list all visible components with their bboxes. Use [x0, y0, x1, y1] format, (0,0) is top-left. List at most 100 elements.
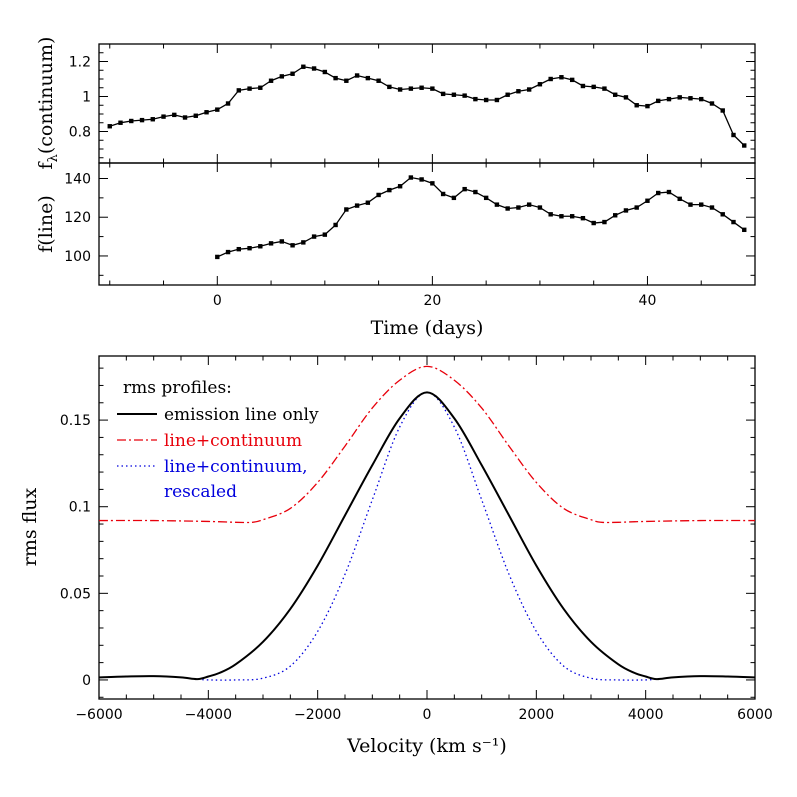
line-ylabel: f(line)	[35, 195, 57, 253]
rms-curve-line-continuum	[98, 365, 756, 524]
legend-label-line-continuum: line+continuum	[164, 431, 302, 451]
legend-title: rms profiles:	[123, 378, 232, 398]
continuum-point	[333, 75, 338, 81]
line-point	[602, 219, 607, 225]
continuum-point	[118, 120, 123, 125]
continuum-point	[483, 97, 489, 103]
rms-curve-emission-line	[98, 391, 756, 681]
legend-label-emission-line: emission line only	[164, 405, 319, 425]
line-point	[387, 187, 392, 193]
continuum-point	[731, 132, 736, 138]
continuum-point	[247, 86, 252, 91]
continuum-point	[172, 112, 177, 118]
continuum-point	[150, 117, 155, 122]
continuum-point	[236, 88, 242, 93]
continuum-point	[688, 96, 693, 101]
line-point	[440, 191, 446, 197]
line-point	[430, 181, 435, 186]
continuum-point	[258, 85, 263, 90]
rms-xtick-label: −6000	[75, 707, 122, 723]
line-point	[397, 184, 403, 189]
continuum-point	[290, 71, 295, 76]
line-xtick-label: 0	[213, 293, 222, 309]
line-point	[344, 207, 349, 212]
line-ytick-label: 100	[64, 249, 91, 265]
continuum-point	[430, 86, 435, 91]
continuum-point	[451, 92, 457, 97]
continuum-frame	[98, 43, 756, 164]
line-point	[634, 205, 639, 210]
continuum-point	[161, 114, 166, 119]
continuum-point	[182, 115, 188, 120]
rms-xtick-label: −4000	[185, 707, 232, 723]
continuum-point	[505, 92, 510, 97]
line-frame	[98, 162, 756, 286]
line-point	[623, 208, 629, 213]
rms-panel: −6000 −4000 −2000 0 2000 4000 6000 0 0.05 0.1 0.15…	[19, 355, 773, 757]
continuum-point	[580, 83, 586, 89]
continuum-point	[634, 103, 639, 108]
velocity-xlabel: Velocity (km s⁻¹)	[346, 735, 507, 757]
rms-xtick-label: −2000	[294, 707, 341, 723]
line-panel: 0 20 40 100 120 140 f(line) Time (days)	[35, 162, 756, 339]
line-point	[569, 214, 575, 219]
line-point	[688, 202, 693, 207]
continuum-point	[569, 77, 575, 83]
line-point	[720, 212, 725, 217]
continuum-point	[666, 96, 672, 102]
continuum-point	[311, 66, 317, 71]
rms-ytick-label: 0	[82, 673, 91, 689]
line-point	[258, 244, 263, 249]
continuum-point	[344, 78, 349, 83]
line-point	[462, 186, 467, 192]
line-point	[516, 205, 521, 210]
line-point	[279, 239, 285, 244]
line-point	[451, 195, 457, 201]
line-point	[580, 215, 586, 221]
continuum-point	[225, 101, 231, 106]
continuum-point	[645, 103, 650, 109]
continuum-point	[623, 95, 629, 100]
rms-xtick-label: 2000	[519, 707, 555, 723]
continuum-ylabel: fλ(continuum)	[35, 37, 61, 170]
continuum-point	[494, 97, 500, 103]
line-point	[322, 232, 328, 237]
continuum-point	[387, 84, 392, 90]
legend-label-line-continuum-rescaled-2: rescaled	[164, 482, 237, 502]
line-point	[537, 205, 543, 210]
line-point	[473, 189, 478, 195]
continuum-point	[354, 73, 360, 78]
continuum-point	[526, 87, 532, 92]
line-xtick-label: 20	[423, 293, 441, 309]
rms-ytick-label: 0.15	[60, 413, 91, 429]
continuum-point	[516, 89, 521, 94]
continuum-point	[559, 75, 564, 80]
line-point	[419, 177, 424, 182]
rms-ytick-label: 0.05	[60, 586, 91, 602]
continuum-point	[473, 96, 478, 102]
rms-xtick-label: 4000	[628, 707, 664, 723]
line-point	[301, 240, 306, 245]
continuum-ytick-label: 1.2	[69, 55, 91, 71]
line-point	[559, 214, 564, 219]
legend: rms profiles: emission line only line+co…	[117, 378, 319, 502]
line-point	[290, 243, 295, 248]
continuum-point	[204, 110, 209, 115]
continuum-point	[139, 117, 145, 123]
line-point	[699, 202, 704, 207]
line-point	[236, 246, 242, 252]
continuum-ytick-label: 1	[82, 90, 91, 106]
line-point	[666, 189, 672, 195]
line-point	[656, 190, 661, 196]
line-ytick-label: 120	[64, 210, 91, 226]
continuum-point	[215, 107, 220, 112]
line-ytick-label: 140	[64, 171, 91, 187]
rms-xtick-label: 6000	[737, 707, 773, 723]
continuum-point	[129, 118, 134, 124]
continuum-point	[720, 108, 725, 113]
line-point	[247, 246, 252, 251]
continuum-point	[699, 96, 704, 102]
continuum-point	[365, 75, 371, 81]
continuum-point	[408, 86, 414, 91]
